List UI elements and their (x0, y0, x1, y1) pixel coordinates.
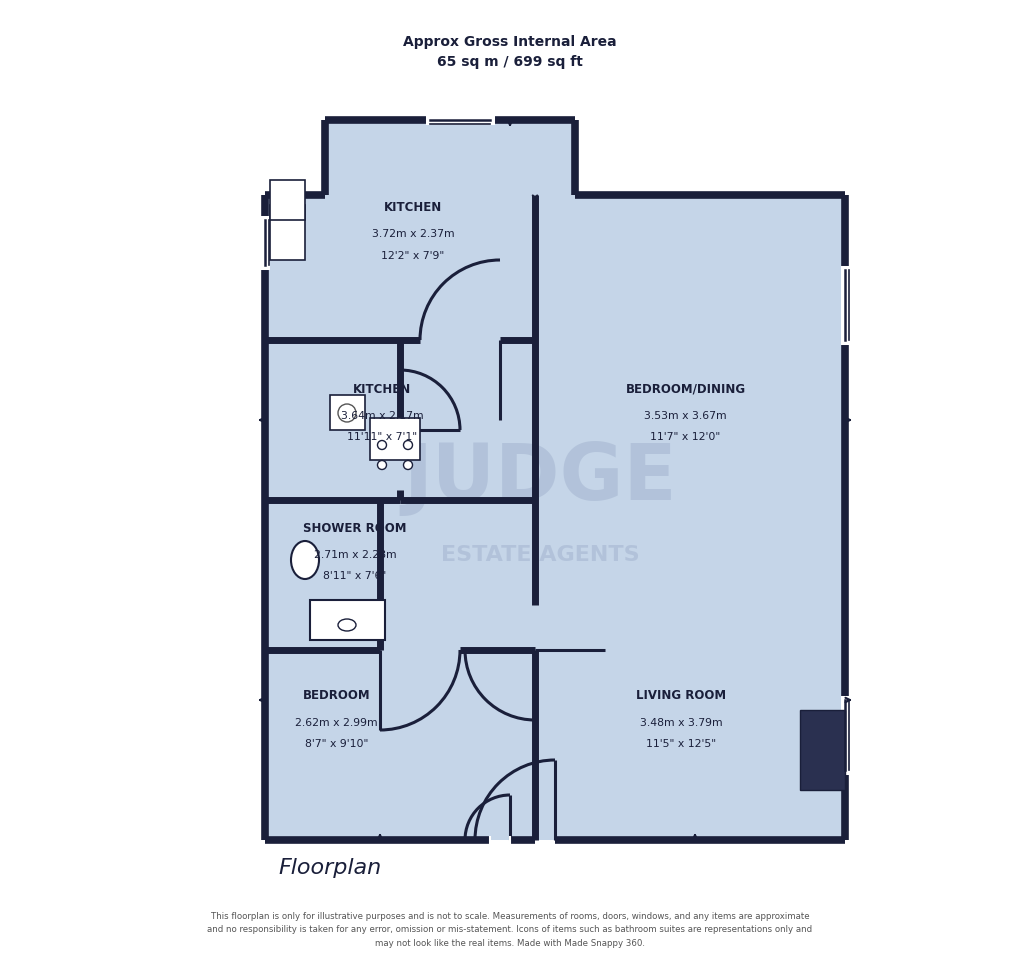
Bar (270, 205, 305, 260)
Ellipse shape (404, 460, 412, 470)
Text: 2.71m x 2.28m: 2.71m x 2.28m (313, 550, 396, 560)
Text: Floorplan: Floorplan (278, 858, 381, 878)
Text: SHOWER ROOM: SHOWER ROOM (303, 522, 407, 535)
Polygon shape (265, 120, 844, 840)
Ellipse shape (404, 440, 412, 450)
Text: KITCHEN: KITCHEN (383, 201, 442, 214)
Text: 8'11" x 7'6": 8'11" x 7'6" (323, 571, 386, 581)
Ellipse shape (377, 460, 386, 470)
Text: 3.53m x 3.67m: 3.53m x 3.67m (643, 412, 727, 421)
Ellipse shape (337, 619, 356, 631)
Text: This floorplan is only for illustrative purposes and is not to scale. Measuremen: This floorplan is only for illustrative … (207, 912, 812, 948)
Ellipse shape (337, 404, 356, 422)
Text: 12'2" x 7'9": 12'2" x 7'9" (381, 251, 444, 260)
Text: BEDROOM/DINING: BEDROOM/DINING (625, 383, 745, 396)
Text: ESTATE AGENTS: ESTATE AGENTS (441, 545, 639, 565)
Bar (330, 395, 365, 430)
Text: 11'11" x 7'1": 11'11" x 7'1" (347, 433, 417, 442)
Text: JUDGE: JUDGE (404, 440, 677, 517)
Bar (370, 418, 420, 460)
Ellipse shape (377, 440, 386, 450)
Text: 11'5" x 12'5": 11'5" x 12'5" (646, 739, 715, 748)
Ellipse shape (290, 541, 319, 579)
Text: 8'7" x 9'10": 8'7" x 9'10" (305, 739, 368, 748)
Text: KITCHEN: KITCHEN (353, 383, 412, 396)
Bar (270, 180, 305, 220)
Text: 65 sq m / 699 sq ft: 65 sq m / 699 sq ft (436, 55, 583, 69)
Text: 2.62m x 2.99m: 2.62m x 2.99m (294, 718, 378, 727)
Text: 3.64m x 2.17m: 3.64m x 2.17m (340, 412, 424, 421)
Text: 11'7" x 12'0": 11'7" x 12'0" (650, 433, 719, 442)
Text: Approx Gross Internal Area: Approx Gross Internal Area (403, 35, 616, 49)
Text: 3.72m x 2.37m: 3.72m x 2.37m (371, 230, 454, 239)
Bar (310, 600, 384, 640)
Text: 3.48m x 3.79m: 3.48m x 3.79m (639, 718, 722, 727)
Text: LIVING ROOM: LIVING ROOM (636, 689, 726, 702)
Bar (799, 710, 844, 790)
Text: BEDROOM: BEDROOM (303, 689, 370, 702)
